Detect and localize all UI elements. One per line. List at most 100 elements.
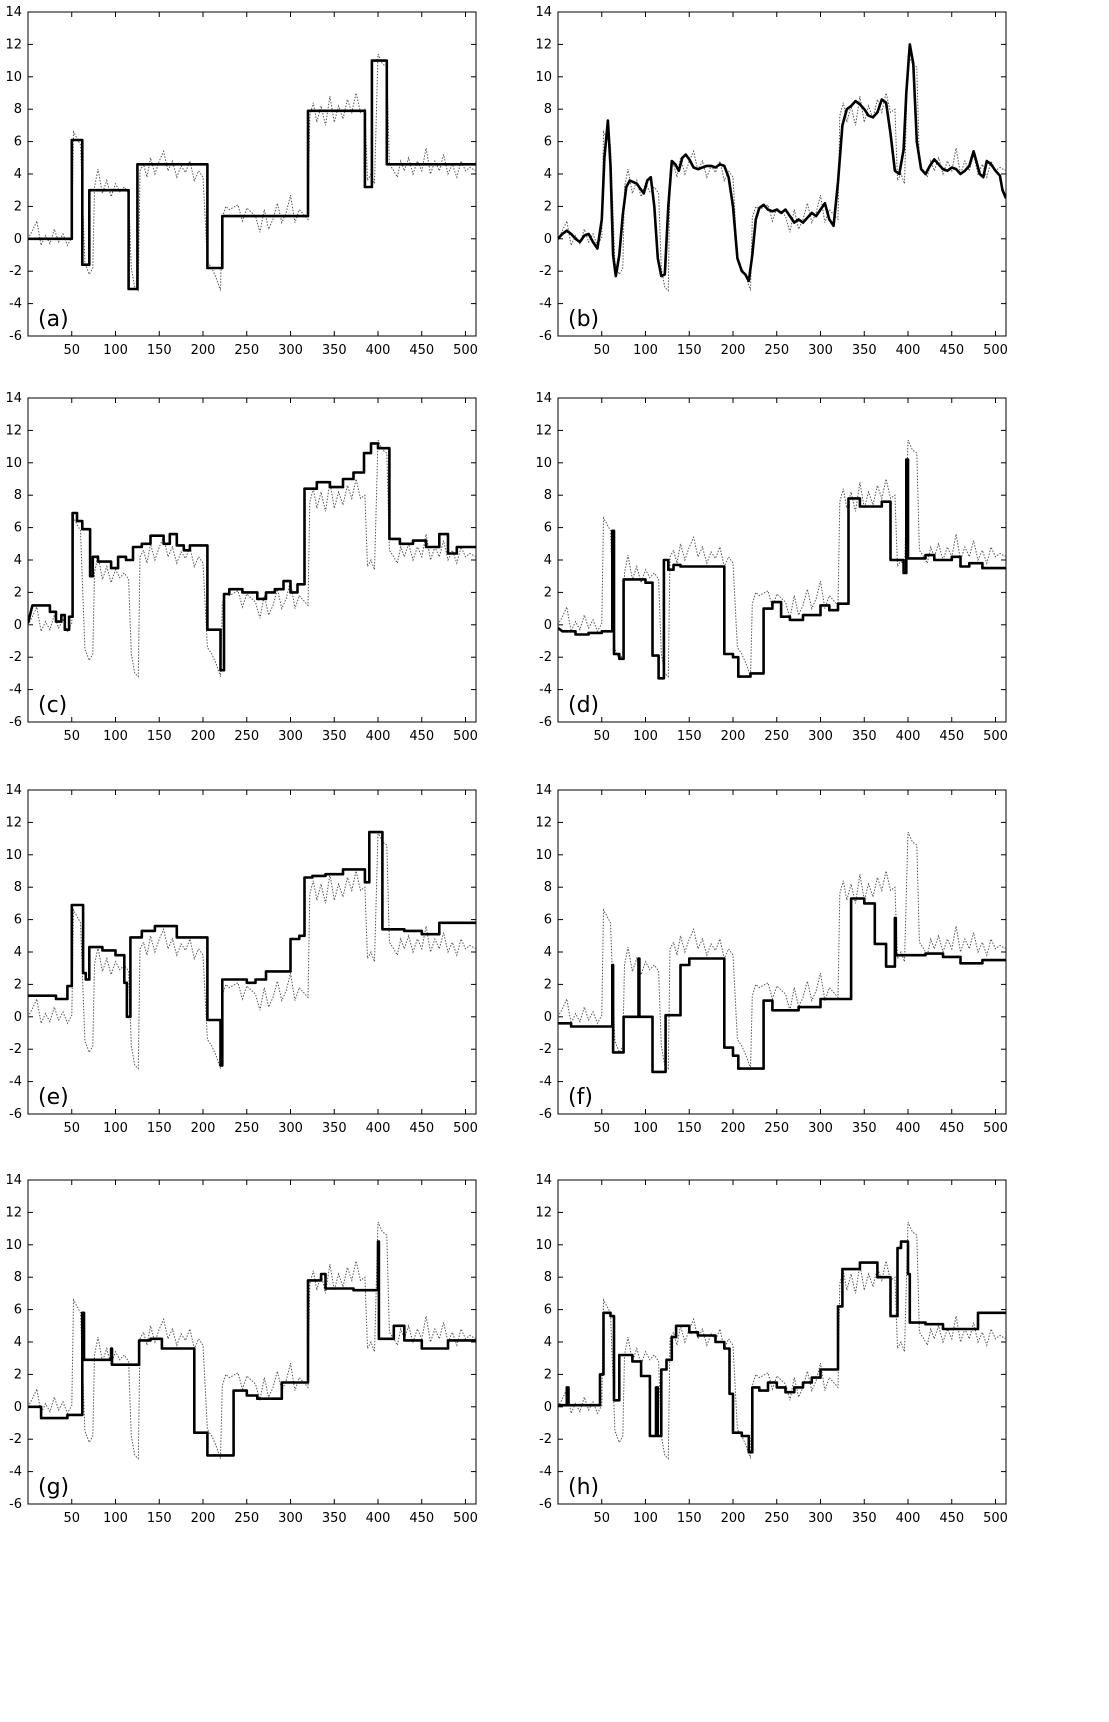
y-tick-label: 6 <box>14 1303 22 1318</box>
x-tick-label: 100 <box>633 729 658 744</box>
y-tick-label: 8 <box>14 880 22 895</box>
x-tick-label: 350 <box>322 1511 347 1526</box>
y-tick-label: 14 <box>5 1173 22 1188</box>
x-tick-label: 400 <box>896 729 921 744</box>
x-tick-label: 200 <box>721 343 746 358</box>
y-tick-label: 10 <box>535 70 552 85</box>
y-tick-label: -4 <box>539 297 552 312</box>
y-tick-label: 10 <box>5 1238 22 1253</box>
x-tick-label: 50 <box>593 729 610 744</box>
x-tick-label: 500 <box>453 343 478 358</box>
x-tick-label: 100 <box>633 1121 658 1136</box>
y-tick-label: 2 <box>544 199 552 214</box>
x-tick-label: 50 <box>63 729 80 744</box>
y-tick-label: 14 <box>5 783 22 798</box>
y-tick-label: 10 <box>535 456 552 471</box>
x-tick-label: 150 <box>677 343 702 358</box>
y-tick-label: 2 <box>544 977 552 992</box>
chart-panel-b: -6 -4 -2 0 2 4 6 8 10 12 14 50 100 150 200 250 300 350 400… <box>535 5 1008 358</box>
x-tick-label: 100 <box>103 1511 128 1526</box>
estimate-line <box>28 830 476 1067</box>
y-tick-label: 12 <box>535 815 552 830</box>
x-tick-label: 300 <box>278 343 303 358</box>
x-tick-label: 100 <box>103 729 128 744</box>
x-tick-label: 50 <box>593 1121 610 1136</box>
plot-frame <box>27 397 477 723</box>
x-tick-label: 400 <box>896 1121 921 1136</box>
y-tick-label: 8 <box>544 1270 552 1285</box>
y-tick-label: 14 <box>5 391 22 406</box>
x-tick-label: 400 <box>366 729 391 744</box>
x-tick-label: 500 <box>453 1121 478 1136</box>
x-tick-label: 250 <box>764 343 789 358</box>
x-tick-label: 350 <box>852 343 877 358</box>
x-tick-label: 150 <box>677 1121 702 1136</box>
plot-frame <box>557 11 1007 337</box>
chart-panel-d: -6 -4 -2 0 2 4 6 8 10 12 14 50 100 150 200 250 300 350 400… <box>535 391 1007 744</box>
plot-frame <box>557 789 1007 1115</box>
x-tick-label: 300 <box>808 1511 833 1526</box>
y-tick-label: 14 <box>535 1173 552 1188</box>
y-tick-label: 10 <box>535 848 552 863</box>
y-tick-label: -4 <box>539 1465 552 1480</box>
chart-panel-e: -6 -4 -2 0 2 4 6 8 10 12 14 50 100 150 200 250 300 350 400… <box>5 783 478 1136</box>
x-tick-label: 300 <box>808 343 833 358</box>
chart-panel-h: -6 -4 -2 0 2 4 6 8 10 12 14 50 100 150 200 250 300 350 400… <box>535 1173 1007 1526</box>
y-tick-label: 0 <box>14 232 22 247</box>
panel-label: (d) <box>568 693 599 718</box>
x-tick-label: 200 <box>191 1121 216 1136</box>
y-tick-label: 14 <box>535 391 552 406</box>
y-tick-label: -6 <box>9 715 22 730</box>
y-tick-label: 12 <box>5 815 22 830</box>
y-tick-label: 2 <box>14 1367 22 1382</box>
y-tick-label: 12 <box>535 1205 552 1220</box>
y-tick-label: -4 <box>9 1075 22 1090</box>
x-tick-label: 150 <box>147 729 172 744</box>
x-tick-label: 500 <box>983 343 1008 358</box>
x-tick-label: 350 <box>322 729 347 744</box>
y-tick-label: -2 <box>539 1042 552 1057</box>
x-tick-label: 300 <box>278 1511 303 1526</box>
y-tick-label: 8 <box>14 1270 22 1285</box>
x-tick-label: 500 <box>453 1511 478 1526</box>
noisy-signal-line <box>558 1221 1006 1460</box>
x-tick-label: 250 <box>234 1511 259 1526</box>
y-tick-label: -2 <box>9 1042 22 1057</box>
y-tick-label: 6 <box>14 135 22 150</box>
y-tick-label: 6 <box>544 913 552 928</box>
x-tick-label: 400 <box>366 1511 391 1526</box>
y-tick-label: 10 <box>5 70 22 85</box>
y-tick-label: 4 <box>544 167 552 182</box>
y-tick-label: 12 <box>535 423 552 438</box>
x-tick-label: 300 <box>808 729 833 744</box>
y-tick-label: 4 <box>14 167 22 182</box>
y-tick-label: -4 <box>9 683 22 698</box>
y-tick-label: 6 <box>544 1303 552 1318</box>
x-tick-label: 350 <box>852 1511 877 1526</box>
y-tick-label: -6 <box>539 329 552 344</box>
y-tick-label: -2 <box>9 264 22 279</box>
y-tick-label: 12 <box>535 37 552 52</box>
plot-frame <box>557 1179 1007 1505</box>
x-tick-label: 500 <box>453 729 478 744</box>
x-tick-label: 350 <box>322 343 347 358</box>
y-tick-label: 0 <box>544 1400 552 1415</box>
panel-label: (g) <box>38 1475 69 1500</box>
x-tick-label: 400 <box>366 343 391 358</box>
y-tick-label: -2 <box>9 1432 22 1447</box>
x-tick-label: 350 <box>852 1121 877 1136</box>
x-tick-label: 200 <box>191 729 216 744</box>
y-tick-label: 2 <box>14 585 22 600</box>
panel-label: (b) <box>568 307 599 332</box>
x-tick-label: 50 <box>593 343 610 358</box>
y-tick-label: 2 <box>544 585 552 600</box>
y-tick-label: -2 <box>539 264 552 279</box>
y-tick-label: 2 <box>544 1367 552 1382</box>
panel-label: (f) <box>568 1085 593 1110</box>
x-tick-label: 400 <box>366 1121 391 1136</box>
x-tick-label: 150 <box>677 729 702 744</box>
y-tick-label: 4 <box>544 553 552 568</box>
x-tick-label: 200 <box>721 1121 746 1136</box>
x-tick-label: 200 <box>191 1511 216 1526</box>
y-tick-label: 6 <box>544 521 552 536</box>
